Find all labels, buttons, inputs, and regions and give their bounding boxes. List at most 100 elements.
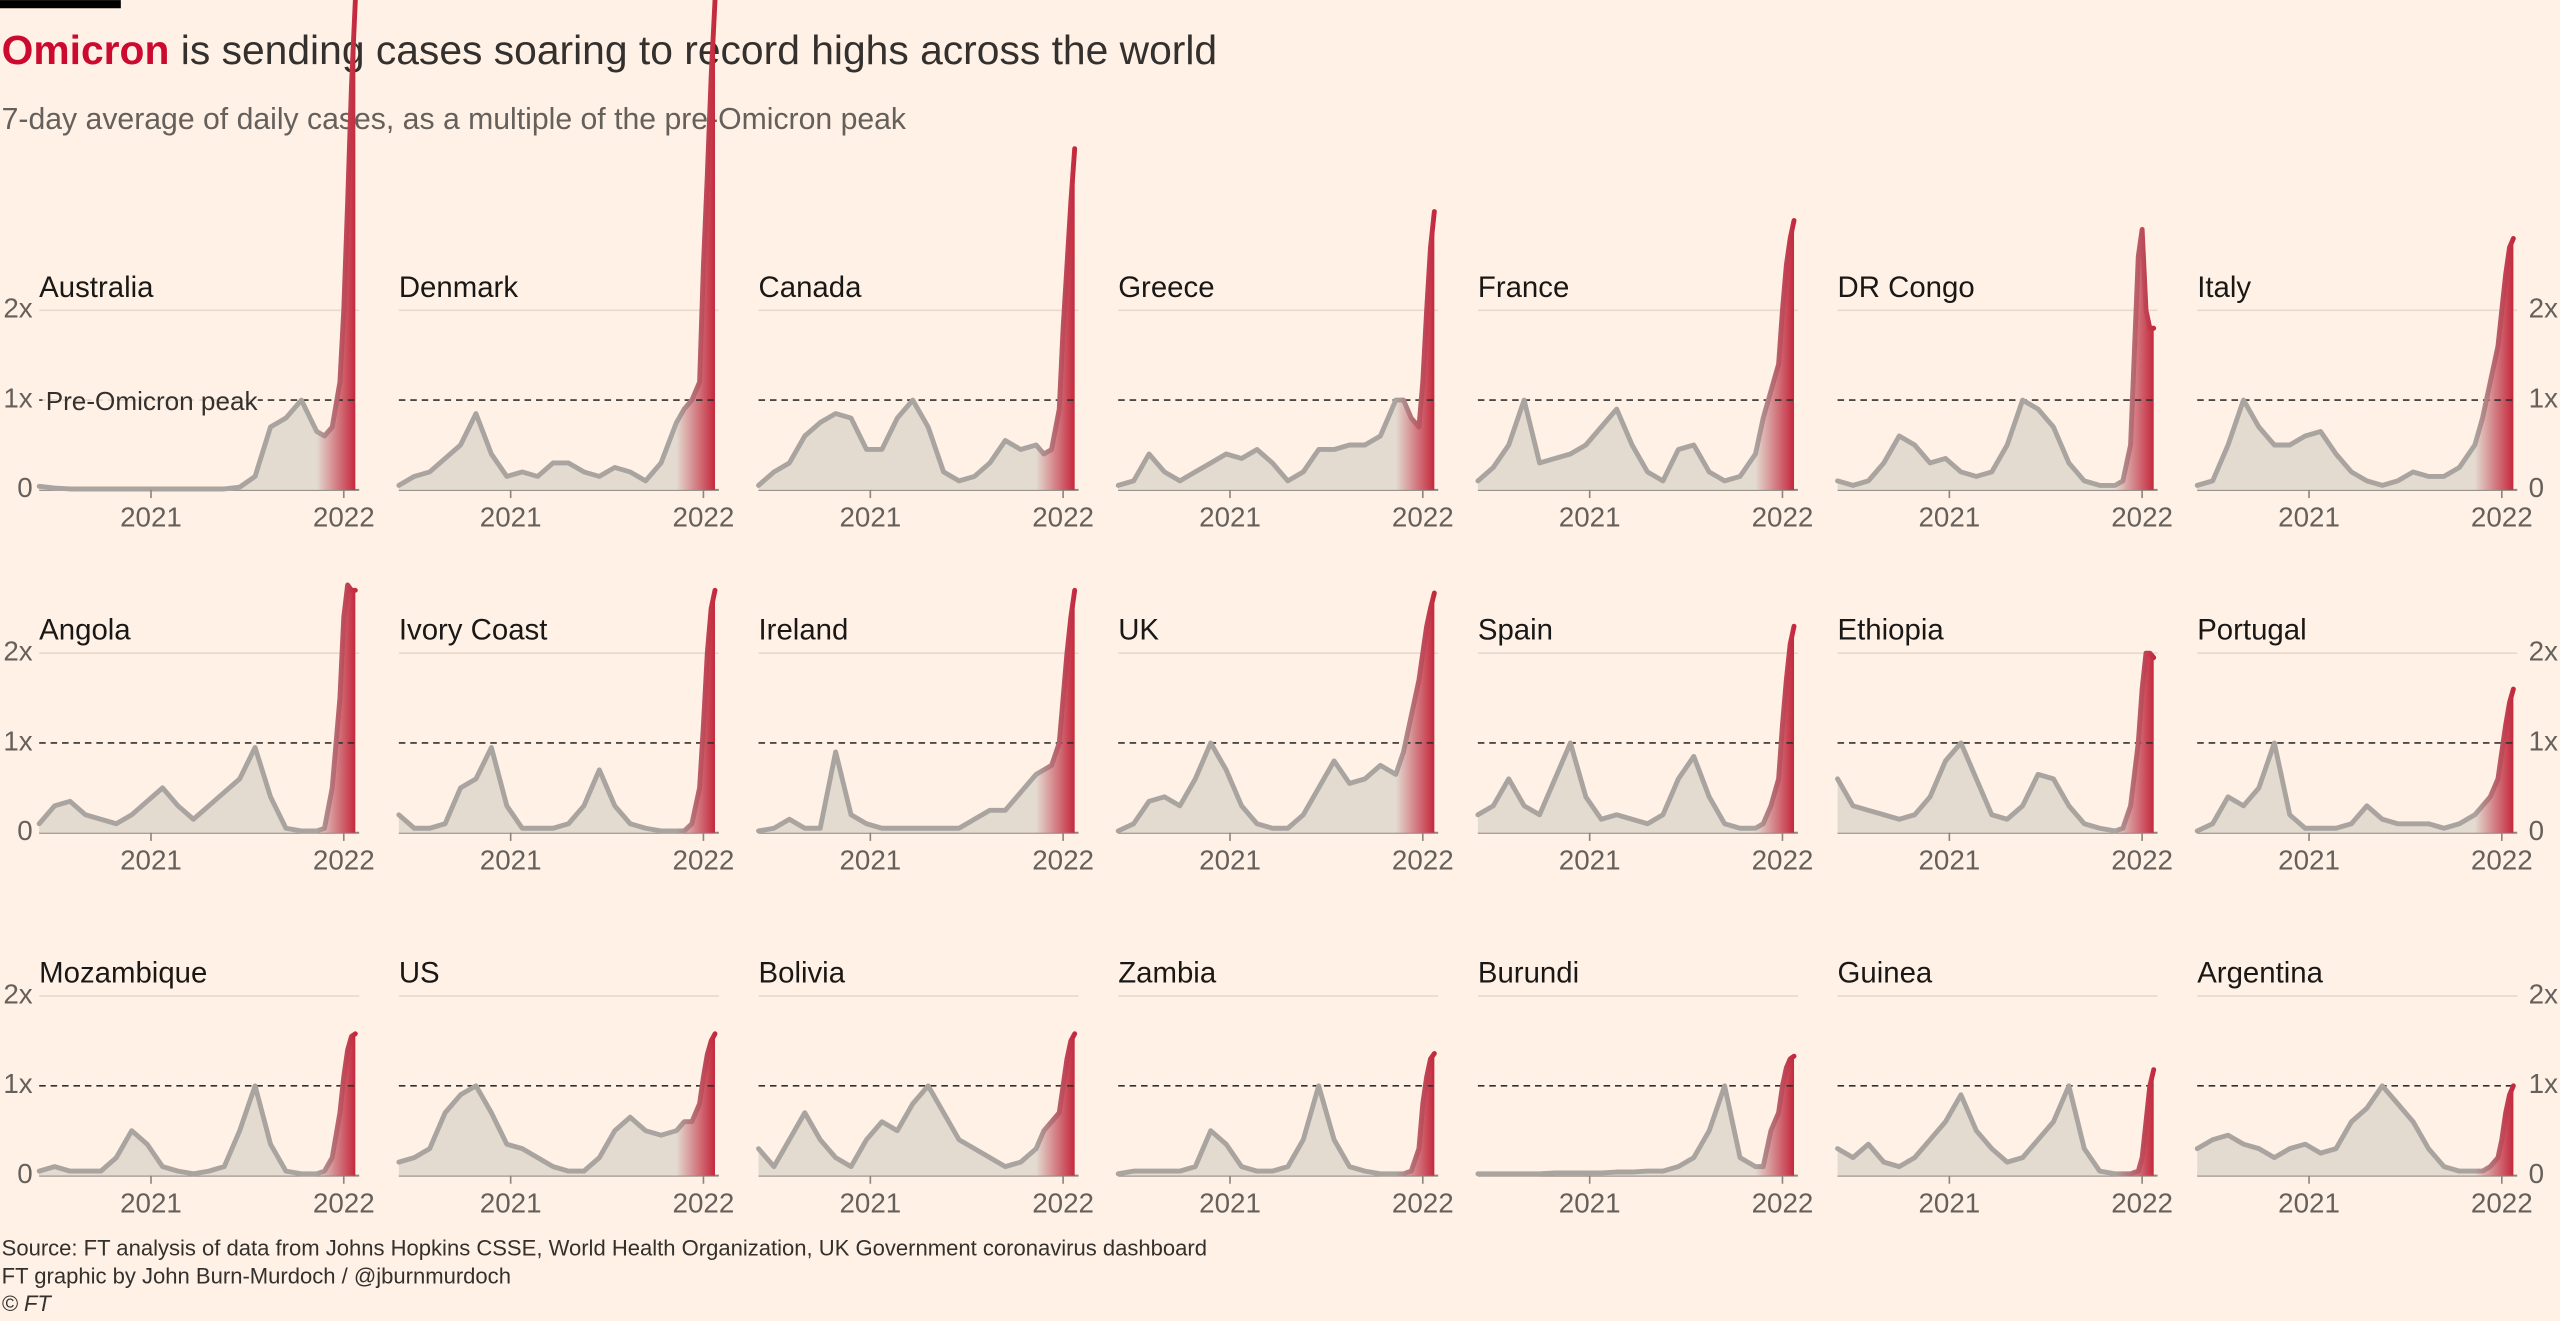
panel: 0 1x 2x 2021 2022 Angola xyxy=(3,582,375,875)
x-tick-label: 2021 xyxy=(480,1187,542,1218)
x-tick-label: 2022 xyxy=(1392,844,1454,875)
panel-name: Ivory Coast xyxy=(399,614,548,647)
x-tick-label: 2021 xyxy=(120,1187,182,1218)
area xyxy=(758,1033,1075,1176)
area xyxy=(758,590,1075,833)
x-tick-label: 2022 xyxy=(313,844,375,875)
x-tick-label: 2021 xyxy=(1199,502,1261,533)
x-tick-label: 2022 xyxy=(1392,502,1454,533)
x-tick-label: 2022 xyxy=(673,502,735,533)
source: Source: FT analysis of data from Johns H… xyxy=(2,1236,1207,1261)
line xyxy=(36,0,358,492)
y-tick-label: 1x xyxy=(3,382,32,413)
panel: 2021 2022 Guinea xyxy=(1835,957,2173,1218)
panel: 2021 2022 Denmark xyxy=(396,0,735,533)
line xyxy=(396,0,718,488)
x-tick-label: 2021 xyxy=(1559,844,1621,875)
panel: 0 1x 2x Pre-Omicron peak 2021 2022 Australia xyxy=(3,0,375,533)
y-tick-label: 2x xyxy=(2529,293,2558,324)
area xyxy=(1837,653,2154,833)
y-tick-label: 2x xyxy=(3,635,32,666)
line xyxy=(1835,227,2157,488)
area xyxy=(1837,229,2154,490)
y-tick-label: 1x xyxy=(2529,1068,2558,1099)
panel-name: Ireland xyxy=(759,614,849,647)
y-tick-label: 2x xyxy=(2529,635,2558,666)
x-tick-label: 2021 xyxy=(2278,1187,2340,1218)
panel-name: Denmark xyxy=(399,271,518,304)
chart-title: Omicron is sending cases soaring to recor… xyxy=(2,27,1218,73)
y-tick-label: 1x xyxy=(2529,382,2558,413)
x-tick-label: 2021 xyxy=(1559,1187,1621,1218)
x-tick-label: 2022 xyxy=(2471,502,2533,533)
y-tick-label: 0 xyxy=(2529,1158,2544,1189)
panel-name: Spain xyxy=(1478,614,1553,647)
panel: 2021 2022 France xyxy=(1475,218,1814,533)
x-tick-label: 2022 xyxy=(2471,844,2533,875)
area xyxy=(1477,1056,1795,1176)
brand-bar xyxy=(0,0,121,9)
credit: FT graphic by John Burn-Murdoch / @jburn… xyxy=(2,1263,511,1288)
x-tick-label: 2022 xyxy=(313,1187,375,1218)
y-tick-label: 0 xyxy=(17,815,32,846)
x-tick-label: 2021 xyxy=(1199,1187,1261,1218)
area xyxy=(1837,1069,2154,1176)
line xyxy=(1115,590,1437,834)
reference-label: Pre-Omicron peak xyxy=(46,386,259,416)
line xyxy=(2194,1083,2516,1174)
panel-name: Bolivia xyxy=(759,957,846,990)
area xyxy=(1118,592,1435,833)
panel-name: Guinea xyxy=(1838,957,1933,990)
panel-name: Angola xyxy=(39,614,131,647)
panel: 0 1x 2x 2021 2022 Italy xyxy=(2194,236,2558,533)
panel: 2021 2022 DR Congo xyxy=(1835,227,2173,533)
line xyxy=(396,587,718,834)
line xyxy=(756,1031,1078,1170)
panel-name: Mozambique xyxy=(39,957,207,990)
subtitle: 7-day average of daily cases, as a multi… xyxy=(2,103,907,136)
panel-name: Portugal xyxy=(2197,614,2306,647)
area xyxy=(39,1033,356,1176)
x-tick-label: 2021 xyxy=(1918,502,1980,533)
y-tick-label: 0 xyxy=(2529,472,2544,503)
x-tick-label: 2021 xyxy=(839,844,901,875)
x-tick-label: 2021 xyxy=(839,1187,901,1218)
x-tick-label: 2021 xyxy=(480,502,542,533)
x-tick-label: 2022 xyxy=(673,1187,735,1218)
y-tick-label: 1x xyxy=(3,1068,32,1099)
area xyxy=(2197,689,2514,833)
panel: 2021 2022 UK xyxy=(1115,590,1454,875)
line xyxy=(36,582,358,834)
title-text: is sending cases soaring to record highs… xyxy=(181,27,1217,73)
panel: 2021 2022 Spain xyxy=(1475,614,1814,875)
panel: 2021 2022 Canada xyxy=(756,146,1094,533)
y-tick-label: 1x xyxy=(2529,725,2558,756)
y-tick-label: 0 xyxy=(17,472,32,503)
line xyxy=(1835,650,2157,834)
y-tick-label: 1x xyxy=(3,725,32,756)
x-tick-label: 2022 xyxy=(1752,502,1814,533)
line xyxy=(756,587,1078,834)
panel: 2021 2022 Ivory Coast xyxy=(396,587,734,875)
x-tick-label: 2022 xyxy=(1752,844,1814,875)
x-tick-label: 2022 xyxy=(2111,844,2173,875)
x-tick-label: 2022 xyxy=(2111,1187,2173,1218)
x-tick-label: 2022 xyxy=(1032,844,1094,875)
panel-name: Australia xyxy=(39,271,154,304)
area xyxy=(398,0,716,490)
x-tick-label: 2022 xyxy=(1032,1187,1094,1218)
panel: 0 1x 2x 2021 2022 Portugal xyxy=(2194,614,2558,875)
area xyxy=(39,0,356,490)
x-tick-label: 2022 xyxy=(1752,1187,1814,1218)
line xyxy=(36,1031,358,1177)
x-tick-label: 2021 xyxy=(480,844,542,875)
x-tick-label: 2021 xyxy=(1199,844,1261,875)
panel-name: Argentina xyxy=(2197,957,2323,990)
panel: 2021 2022 Bolivia xyxy=(756,957,1094,1218)
area xyxy=(39,584,356,833)
panel: 0 1x 2x 2021 2022 Argentina xyxy=(2194,957,2558,1218)
y-tick-label: 2x xyxy=(3,293,32,324)
line xyxy=(1475,218,1797,484)
line xyxy=(2194,686,2516,834)
panel-name: Canada xyxy=(759,271,863,304)
